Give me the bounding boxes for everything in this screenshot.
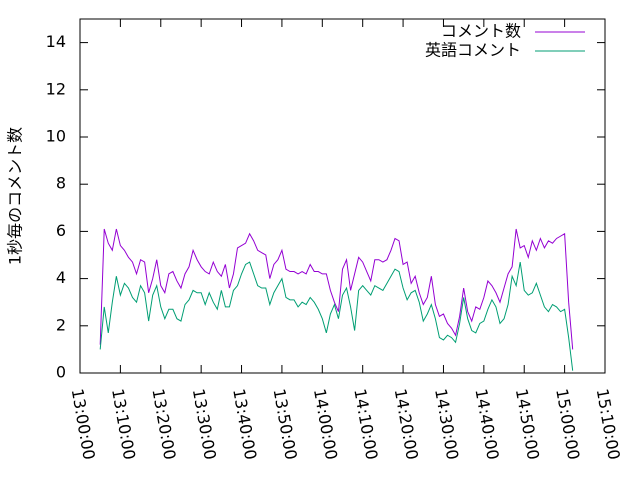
y-tick-label: 10 — [46, 127, 66, 146]
plot-frame — [79, 18, 606, 374]
x-tick-label: 13:20:00 — [148, 387, 179, 461]
y-tick-label: 8 — [56, 174, 66, 193]
x-tick-label: 14:30:00 — [431, 387, 462, 461]
y-tick-label: 12 — [46, 79, 66, 98]
x-tick-label: 14:00:00 — [310, 387, 341, 461]
x-tick-label: 13:40:00 — [229, 387, 260, 461]
y-axis-label: 1秒毎のコメント数 — [6, 127, 25, 265]
x-tick-label: 14:10:00 — [350, 387, 381, 461]
x-tick-label: 14:20:00 — [391, 387, 422, 461]
x-tick-label: 13:30:00 — [189, 387, 220, 461]
x-tick-label: 13:50:00 — [270, 387, 301, 461]
y-tick-label: 0 — [56, 363, 66, 382]
x-tick-label: 15:00:00 — [552, 387, 583, 461]
x-tick-label: 13:00:00 — [68, 387, 99, 461]
x-tick-label: 15:10:00 — [593, 387, 624, 461]
y-tick-label: 6 — [56, 221, 66, 240]
x-tick-label: 13:10:00 — [108, 387, 139, 461]
series-line — [99, 228, 574, 350]
legend-label: コメント数 — [441, 22, 521, 41]
x-tick-label: 14:50:00 — [512, 387, 543, 461]
y-tick-label: 14 — [46, 32, 66, 51]
y-tick-label: 4 — [56, 268, 66, 287]
y-tick-label: 2 — [56, 315, 66, 334]
x-tick-label: 14:40:00 — [471, 387, 502, 461]
legend-label: 英語コメント — [425, 41, 521, 60]
series-line — [99, 261, 574, 371]
